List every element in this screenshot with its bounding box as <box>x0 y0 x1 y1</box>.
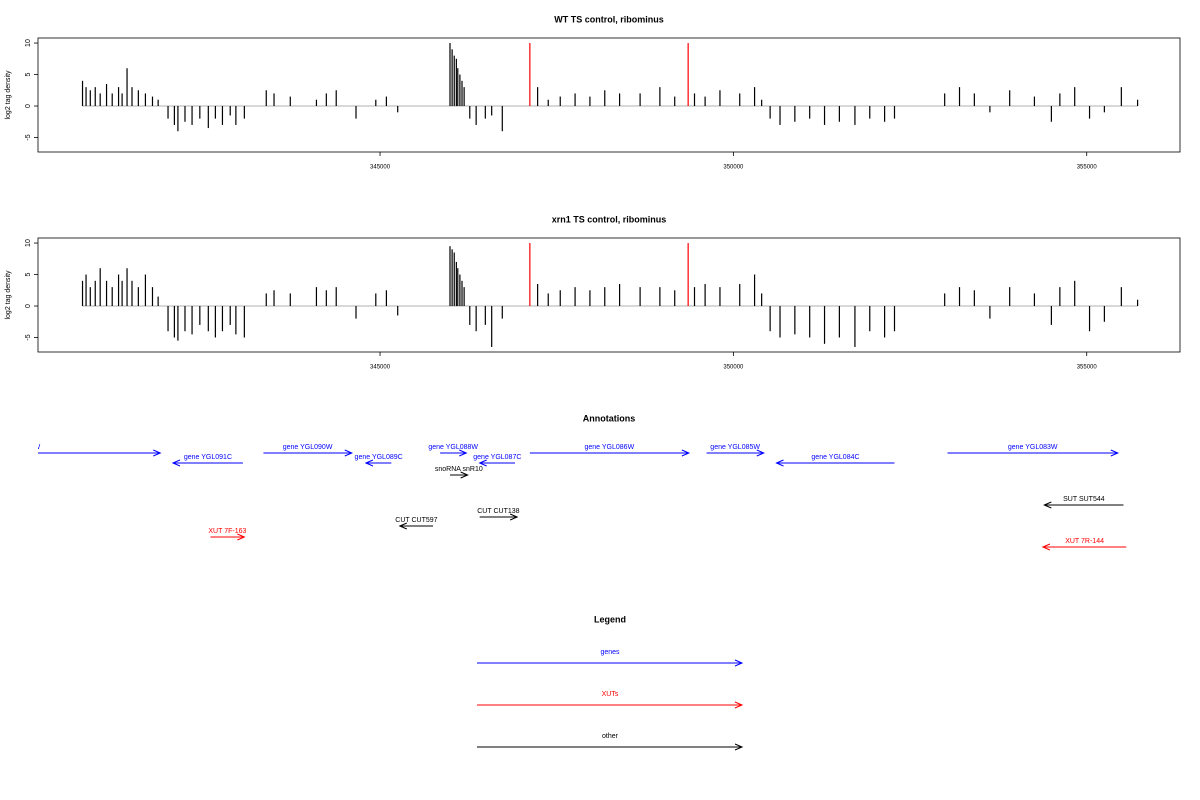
x-tick-label: 355000 <box>1077 165 1098 171</box>
feature-arrow-head <box>756 449 766 457</box>
feature-label: gene YGL090W <box>283 444 333 451</box>
feature-arrow-head <box>1110 449 1120 457</box>
feature-label: CUT CUT597 <box>395 517 437 524</box>
x-tick-label: 350000 <box>723 165 744 171</box>
feature-label: gene YGL087C <box>473 454 521 461</box>
feature-arrow-head <box>1043 501 1052 509</box>
feature-arrow-head <box>364 459 374 467</box>
feature-label: SUT SUT544 <box>1063 496 1105 503</box>
y-axis-label: log2 tag density <box>5 70 12 120</box>
legend-label: genes <box>600 649 620 656</box>
plot-frame <box>37 37 1181 153</box>
feature-label: XUT 7F-163 <box>208 528 246 535</box>
feature-arrow-head <box>459 449 468 457</box>
annotation-track: gene YGL092W gene YGL091C gene YGL090W gene… <box>0 444 1127 551</box>
legend-arrow-head <box>734 701 744 709</box>
feature-label: gene YGL084C <box>811 454 859 461</box>
y-tick-label: 5 <box>25 72 32 76</box>
x-tick-label: 345000 <box>370 365 391 371</box>
feature-label: XUT 7R-144 <box>1065 538 1104 545</box>
feature-arrow-head <box>171 459 181 467</box>
feature-arrow-head <box>775 459 784 467</box>
legend-label: other <box>602 733 619 740</box>
y-tick-label: 10 <box>25 39 32 47</box>
y-tick-label: -5 <box>25 134 32 140</box>
x-tick-label: 350000 <box>723 365 744 371</box>
x-tick-label: 345000 <box>370 165 391 171</box>
chart-title: xrn1 TS control, ribominus <box>552 214 667 224</box>
y-tick-label: 0 <box>25 104 32 108</box>
feature-arrow-head <box>478 459 487 467</box>
legend-label: XUTs <box>602 691 619 698</box>
chart-title: WT TS control, ribominus <box>554 14 664 24</box>
plot-frame <box>37 237 1181 353</box>
feature-label: gene YGL088W <box>428 444 478 451</box>
feature-arrow-head <box>237 533 246 541</box>
feature-label: gene YGL089C <box>355 454 403 461</box>
y-tick-label: 0 <box>25 304 32 308</box>
feature-label: gene YGL092W <box>0 444 41 451</box>
feature-arrow-head <box>398 522 408 530</box>
feature-label: snoRNA snR10 <box>435 466 483 473</box>
feature-arrow-head <box>344 449 354 457</box>
feature-label: gene YGL086W <box>585 444 635 451</box>
y-tick-label: -5 <box>25 334 32 340</box>
legend-arrow-head <box>734 659 744 667</box>
feature-label: gene YGL083W <box>1008 444 1058 451</box>
feature-arrow-head <box>509 513 519 521</box>
feature-arrow-head <box>1041 543 1051 551</box>
legend-title: Legend <box>594 614 626 624</box>
annotations-title: Annotations <box>583 413 636 423</box>
feature-label: gene YGL091C <box>184 454 232 461</box>
feature-arrow-head <box>460 471 469 479</box>
y-tick-label: 5 <box>25 272 32 276</box>
legend-arrow-head <box>734 743 744 751</box>
y-axis-label: log2 tag density <box>5 270 12 320</box>
feature-label: CUT CUT138 <box>477 508 519 515</box>
x-tick-label: 355000 <box>1077 365 1098 371</box>
feature-label: gene YGL085W <box>710 444 760 451</box>
feature-arrow-head <box>153 449 162 457</box>
y-tick-label: 10 <box>25 239 32 247</box>
feature-arrow-head <box>681 449 691 457</box>
